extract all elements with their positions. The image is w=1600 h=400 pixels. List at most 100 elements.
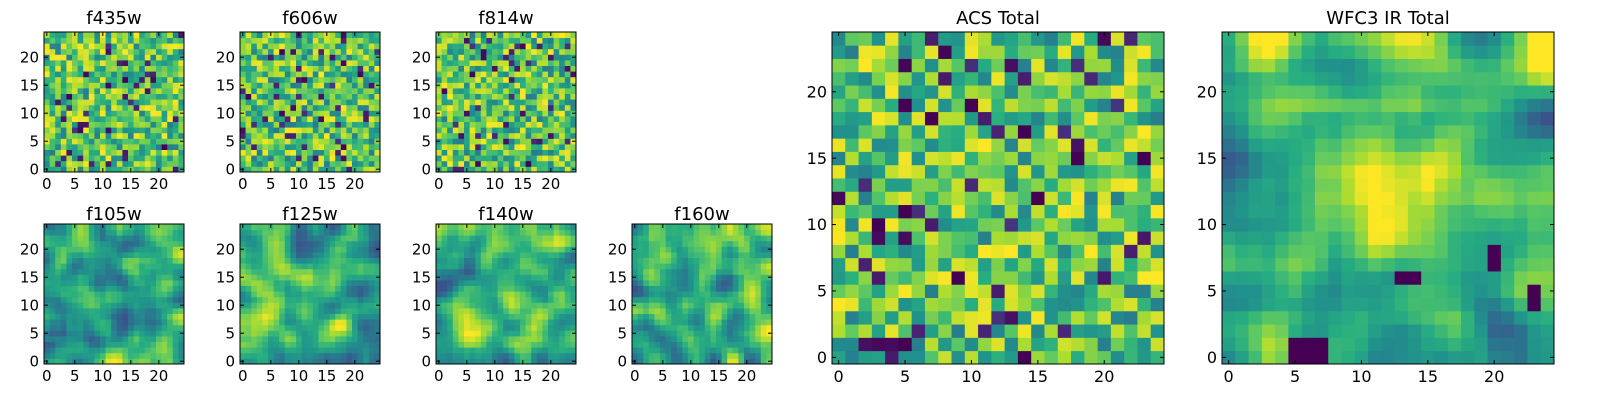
heatmap-cell <box>469 54 476 61</box>
heatmap-cell <box>1031 337 1045 352</box>
heatmap-cell <box>284 308 291 314</box>
heatmap-cell <box>871 244 886 259</box>
heatmap-cell <box>738 263 745 270</box>
heatmap-cell <box>1137 178 1152 192</box>
heatmap-cell <box>329 65 336 72</box>
heatmap-cell <box>357 280 364 286</box>
heatmap-cell <box>469 88 476 94</box>
heatmap-cell <box>357 43 364 50</box>
heatmap-cell <box>553 352 560 359</box>
heatmap-cell <box>514 358 521 365</box>
heatmap-cell <box>307 257 314 264</box>
heatmap-cell <box>732 324 739 331</box>
heatmap-cell <box>559 121 566 128</box>
heatmap-cell <box>301 313 308 320</box>
heatmap-cell <box>520 160 526 167</box>
heatmap-cell <box>324 291 330 298</box>
heatmap-cell <box>122 240 129 247</box>
heatmap-cell <box>508 252 515 258</box>
heatmap-cell <box>139 235 146 242</box>
heatmap-cell <box>128 132 134 139</box>
heatmap-cell <box>704 257 711 264</box>
heatmap-cell <box>94 341 101 348</box>
heatmap-cell <box>284 93 291 100</box>
heatmap-cell <box>340 166 347 173</box>
heatmap-cell <box>688 291 694 298</box>
heatmap-cell <box>497 48 504 55</box>
heatmap-cell <box>335 352 342 359</box>
heatmap-cell <box>845 271 859 285</box>
heatmap-cell <box>503 263 510 270</box>
heatmap-cell <box>335 229 342 236</box>
y-tick-label: 0 <box>29 160 39 178</box>
heatmap-cell <box>66 76 73 83</box>
heatmap-cell <box>172 65 179 72</box>
heatmap-cell <box>475 291 482 298</box>
heatmap-cell <box>441 358 448 365</box>
heatmap-cell <box>172 160 179 167</box>
heatmap-cell <box>542 104 549 111</box>
heatmap-cell <box>1124 310 1138 325</box>
heatmap-cell <box>1071 191 1085 206</box>
heatmap-cell <box>156 76 162 83</box>
heatmap-cell <box>49 308 56 314</box>
heatmap-cell <box>525 82 532 89</box>
heatmap-cell <box>340 235 347 242</box>
heatmap-cell <box>564 308 571 314</box>
heatmap-cell <box>122 82 129 89</box>
heatmap-cell <box>268 246 274 253</box>
heatmap-cell <box>307 149 314 156</box>
heatmap-cell <box>66 104 73 111</box>
heatmap-cell <box>116 160 123 167</box>
heatmap-cell <box>1097 324 1112 338</box>
heatmap-cell <box>100 347 106 354</box>
heatmap-cell <box>452 341 459 348</box>
heatmap-cell <box>368 116 375 122</box>
heatmap-cell <box>898 217 913 232</box>
heatmap-cell <box>133 296 140 303</box>
heatmap-cell <box>710 324 717 331</box>
heatmap-cell <box>357 138 364 145</box>
heatmap-cell <box>368 263 375 270</box>
heatmap-cell <box>508 82 515 89</box>
heatmap-cell <box>766 291 773 298</box>
heatmap-cell <box>525 110 532 117</box>
heatmap-cell <box>845 350 859 365</box>
heatmap-cell <box>144 104 151 111</box>
heatmap-cell <box>324 99 330 106</box>
heatmap-cell <box>335 358 342 365</box>
heatmap-cell <box>464 252 470 258</box>
heatmap-cell <box>100 116 106 122</box>
heatmap-cell <box>256 319 263 326</box>
heatmap-cell <box>738 324 745 331</box>
heatmap-cell <box>94 229 101 236</box>
heatmap-cell <box>279 291 286 298</box>
heatmap-cell <box>268 104 274 111</box>
heatmap-cell <box>858 324 873 338</box>
heatmap-cell <box>637 308 644 314</box>
heatmap-cell <box>531 235 538 242</box>
heatmap-cell <box>100 132 106 139</box>
heatmap-cell <box>368 43 375 50</box>
heatmap-cell <box>111 121 118 128</box>
heatmap-cell <box>542 308 549 314</box>
heatmap-cell <box>66 43 73 50</box>
heatmap-cell <box>570 144 577 150</box>
heatmap-cell <box>262 116 269 122</box>
heatmap-cell <box>436 324 442 331</box>
heatmap-cell <box>693 341 700 348</box>
heatmap-cell <box>648 296 655 303</box>
heatmap-cell <box>318 132 325 139</box>
heatmap-cell <box>312 229 319 236</box>
heatmap-cell <box>531 82 538 89</box>
heatmap-cell <box>508 296 515 303</box>
heatmap-cell <box>60 37 67 44</box>
heatmap-cell <box>503 82 510 89</box>
heatmap-cell <box>475 308 482 314</box>
heatmap-cell <box>268 302 274 309</box>
heatmap-cell <box>1004 297 1019 312</box>
heatmap-cell <box>55 93 62 100</box>
heatmap-cell <box>139 121 146 128</box>
heatmap-cell <box>340 37 347 44</box>
heatmap-cell <box>296 104 302 111</box>
